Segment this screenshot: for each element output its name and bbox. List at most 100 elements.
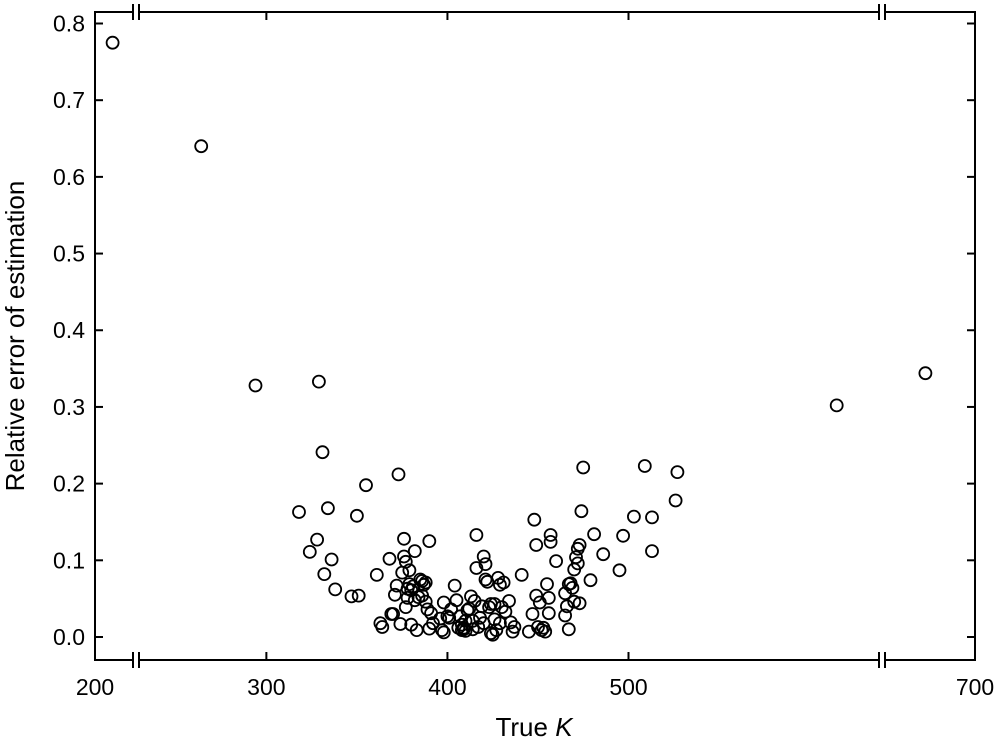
data-point <box>487 597 502 611</box>
data-point <box>402 563 417 578</box>
data-point <box>317 567 332 581</box>
x-tick-label: 300 <box>247 674 285 700</box>
data-point <box>436 595 451 610</box>
data-point <box>645 544 659 558</box>
data-points <box>105 35 933 642</box>
data-point <box>489 623 504 637</box>
data-point <box>447 578 462 593</box>
data-point <box>507 620 522 634</box>
data-point <box>569 550 583 565</box>
data-point <box>525 607 540 621</box>
x-axis-label-prefix: True <box>495 712 555 742</box>
data-point <box>627 509 641 524</box>
data-point <box>458 614 473 628</box>
data-point <box>105 35 120 50</box>
data-point <box>531 620 545 634</box>
data-point <box>351 588 366 603</box>
data-point <box>407 544 422 558</box>
plot-frame <box>94 11 976 661</box>
data-point <box>645 510 659 525</box>
y-tick-label: 0.1 <box>53 547 85 573</box>
axis-breaks <box>132 4 886 668</box>
data-point <box>476 549 491 564</box>
y-tick-label: 0.5 <box>53 241 85 267</box>
x-axis-label-variable: K <box>555 712 574 742</box>
data-point <box>549 554 563 568</box>
data-point <box>474 599 489 614</box>
axis-break-gap <box>879 8 885 16</box>
data-point <box>558 608 572 623</box>
data-point <box>393 617 408 631</box>
x-axis-ticks: 200 300 400 500 700 <box>76 12 994 700</box>
data-point <box>496 575 511 590</box>
data-point <box>670 465 685 480</box>
y-tick-label: 0.8 <box>53 11 85 37</box>
data-point <box>668 493 683 508</box>
data-point <box>398 554 413 569</box>
y-tick-label: 0.0 <box>53 624 85 650</box>
data-point <box>426 616 440 631</box>
data-point <box>596 547 611 562</box>
data-point <box>418 594 433 609</box>
data-point <box>422 534 437 548</box>
data-point <box>344 589 359 604</box>
data-point <box>449 593 464 608</box>
data-point <box>540 577 554 591</box>
data-point <box>436 625 451 640</box>
axis-break-gap <box>133 656 139 664</box>
x-tick-label: 700 <box>956 674 994 700</box>
data-point <box>320 501 335 516</box>
data-point <box>418 575 433 590</box>
data-point <box>527 512 542 527</box>
data-point <box>328 582 343 597</box>
data-point <box>292 505 306 519</box>
x-axis-label: True K <box>495 712 574 742</box>
data-point <box>560 599 574 614</box>
data-point <box>918 366 933 381</box>
data-point <box>612 563 627 578</box>
y-axis-label: Relative error of estimation <box>0 181 30 492</box>
data-point <box>469 561 484 575</box>
data-point <box>359 478 373 493</box>
data-point <box>398 600 413 614</box>
data-point <box>502 594 516 608</box>
data-point <box>310 532 325 547</box>
data-point <box>391 467 406 482</box>
data-point <box>460 603 475 618</box>
data-point <box>567 594 582 609</box>
data-point <box>543 528 558 542</box>
data-point <box>637 459 652 473</box>
data-point <box>529 588 544 603</box>
y-tick-label: 0.6 <box>53 164 85 190</box>
data-point <box>576 460 591 475</box>
y-tick-label: 0.3 <box>53 394 85 420</box>
data-point <box>324 552 339 567</box>
data-point <box>382 551 397 566</box>
data-point <box>541 606 556 621</box>
data-point <box>514 568 529 582</box>
data-point <box>387 587 402 602</box>
x-tick-label: 400 <box>428 674 466 700</box>
data-point <box>375 620 390 634</box>
data-point <box>583 573 598 588</box>
data-point <box>194 139 209 154</box>
data-point <box>565 581 580 595</box>
data-point <box>478 557 493 571</box>
data-point <box>248 378 263 393</box>
data-point <box>416 577 431 592</box>
data-point <box>572 596 587 611</box>
data-point <box>435 623 449 637</box>
data-point <box>561 622 576 637</box>
data-point <box>386 607 401 621</box>
x-tick-label: 200 <box>76 674 114 700</box>
data-point <box>829 398 844 413</box>
axis-break-gap <box>133 8 139 16</box>
data-point <box>538 624 553 639</box>
x-tick-label: 500 <box>609 674 647 700</box>
y-axis-ticks: 0.0 0.1 0.2 0.3 0.4 0.5 0.6 0.7 0.8 <box>53 11 975 650</box>
data-point <box>458 624 473 638</box>
y-tick-label: 0.7 <box>53 87 85 113</box>
data-point <box>400 591 415 605</box>
data-point <box>469 528 484 542</box>
